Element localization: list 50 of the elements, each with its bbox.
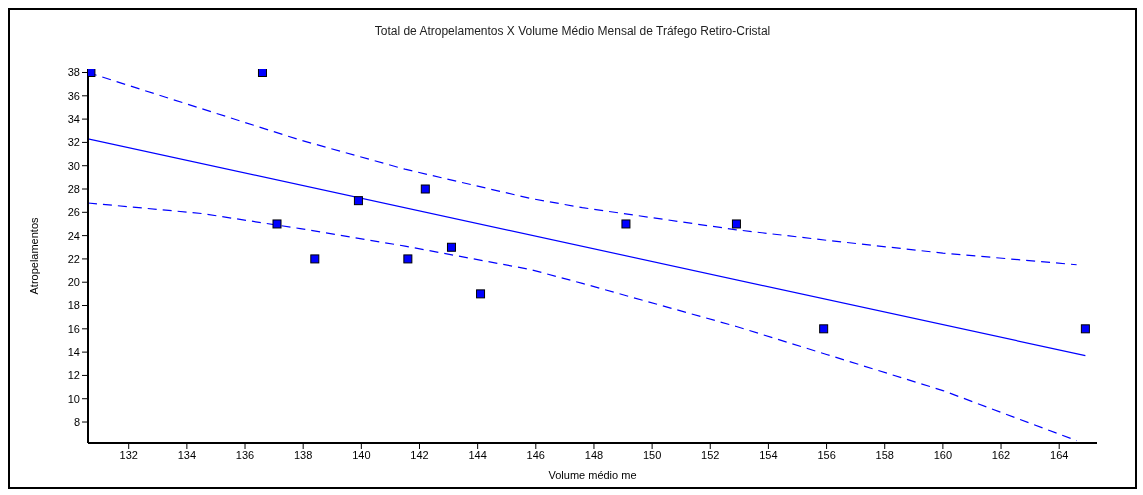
- x-tick-label: 138: [294, 448, 313, 461]
- y-tick-label: 16: [67, 322, 80, 335]
- y-tick-label: 38: [67, 66, 80, 79]
- point: [403, 254, 413, 264]
- y-tick-label: 18: [67, 299, 80, 312]
- y-axis-title: Atropelamentos: [27, 216, 40, 295]
- point: [353, 196, 363, 206]
- x-tick-label: 134: [177, 448, 197, 461]
- y-tick-label: 14: [67, 346, 80, 359]
- x-tick-label: 148: [584, 448, 604, 461]
- x-tick-label: 160: [933, 448, 953, 461]
- x-tick-label: 164: [1050, 448, 1069, 461]
- point: [476, 289, 486, 299]
- x-tick-label: 150: [642, 448, 662, 461]
- x-tick-label: 154: [759, 448, 778, 461]
- x-tick-label: 156: [817, 448, 836, 461]
- x-tick-label: 152: [701, 448, 720, 461]
- point: [272, 219, 282, 229]
- y-tick-label: 32: [67, 136, 80, 149]
- point: [420, 184, 430, 194]
- y-tick-label: 20: [67, 276, 80, 289]
- point: [1080, 324, 1090, 334]
- y-tick-label: 34: [67, 113, 80, 125]
- y-tick-label: 24: [67, 229, 80, 242]
- point: [446, 242, 456, 252]
- y-tick-label: 8: [73, 415, 80, 428]
- x-tick-label: 142: [410, 448, 429, 461]
- x-tick-label: 132: [119, 448, 138, 461]
- chart-title: Total de Atropelamentos X Volume Médio Mensal de Tráfego Retiro-Cristal: [373, 24, 772, 38]
- point: [310, 254, 320, 264]
- point: [819, 324, 829, 334]
- point: [731, 219, 741, 229]
- line-series: [88, 202, 1078, 442]
- y-tick-label: 28: [67, 182, 80, 195]
- x-tick-label: 144: [468, 448, 487, 461]
- x-axis-title: Volume médio me: [548, 469, 637, 481]
- y-tick-label: 26: [67, 206, 80, 219]
- point: [88, 69, 96, 77]
- y-tick-label: 30: [67, 159, 80, 172]
- x-tick-label: 146: [526, 448, 545, 461]
- x-tick-label: 136: [235, 448, 255, 461]
- point: [257, 69, 267, 77]
- x-tick-label: 162: [991, 448, 1011, 461]
- y-tick-label: 10: [67, 392, 80, 405]
- y-tick-label: 12: [67, 369, 80, 382]
- x-tick-label: 158: [875, 448, 894, 461]
- y-tick-label: 22: [67, 252, 80, 265]
- point: [621, 219, 631, 229]
- x-tick-label: 140: [352, 448, 371, 461]
- y-tick-label: 36: [67, 89, 80, 102]
